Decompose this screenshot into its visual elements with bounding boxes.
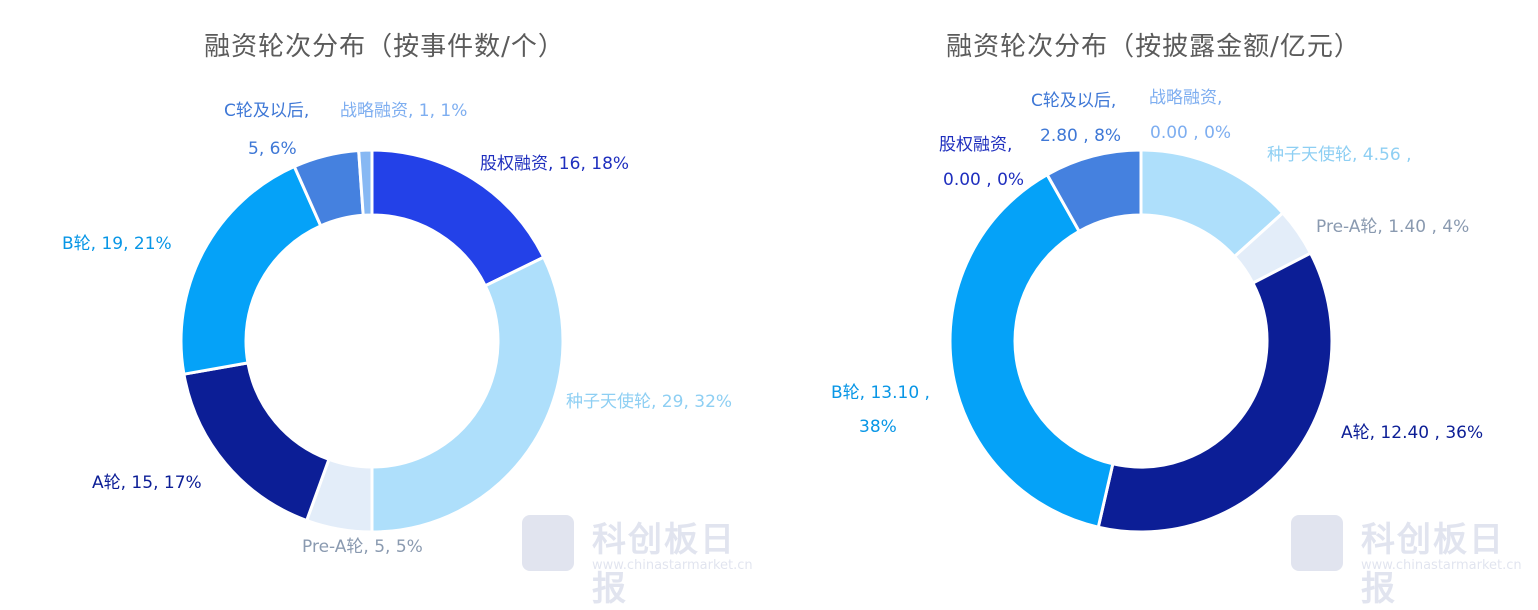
data-label-pre-a轮: Pre-A轮, 5, 5%	[302, 537, 423, 557]
data-label-b轮: B轮, 19, 21%	[62, 234, 172, 254]
donut-slice-b轮	[179, 164, 323, 376]
watermark: 科创板日报 www.chinastarmarket.cn	[1291, 510, 1531, 609]
data-label-c轮及以后-line1: C轮及以后,	[1031, 91, 1116, 111]
donut-chart-amount: 种子天使轮, 4.56 , Pre-A轮, 1.40 , 4% A轮, 12.40 …	[831, 88, 1483, 534]
donut-slice-c轮及以后	[1045, 148, 1143, 234]
donut-slice-种子天使轮	[370, 255, 565, 534]
data-label-a轮: A轮, 12.40 , 36%	[1341, 423, 1483, 443]
data-label-c轮及以后-line2: 2.80 , 8%	[1040, 126, 1121, 146]
watermark: 科创板日报 www.chinastarmarket.cn	[522, 510, 762, 609]
data-label-股权融资-line1: 股权融资,	[939, 135, 1012, 155]
data-label-a轮: A轮, 15, 17%	[92, 473, 202, 493]
data-label-b轮-line1: B轮, 13.10 ,	[831, 383, 930, 403]
donut-slice-b轮	[948, 172, 1115, 529]
donut-chart-events: 股权融资, 16, 18% 种子天使轮, 29, 32% Pre-A轮, 5, 5%…	[62, 101, 732, 557]
chart-title: 融资轮次分布（按披露金额/亿元）	[946, 32, 1361, 62]
data-label-c轮及以后-line2: 5, 6%	[248, 139, 297, 159]
data-label-战略融资-line1: 战略融资,	[1149, 88, 1222, 108]
chart-panel-amount: 融资轮次分布（按披露金额/亿元） 种子天使轮, 4.56 , Pre-A轮, 1.…	[769, 0, 1538, 609]
data-label-股权融资-line2: 0.00 , 0%	[943, 170, 1024, 190]
data-label-股权融资: 股权融资, 16, 18%	[480, 154, 629, 174]
donut-slice-战略融资	[357, 148, 374, 217]
donut-slice-a轮	[1096, 251, 1334, 534]
donut-slice-a轮	[182, 361, 331, 523]
chart-title: 融资轮次分布（按事件数/个）	[204, 32, 565, 62]
watermark-logo-icon	[522, 515, 574, 571]
data-label-种子天使轮: 种子天使轮, 29, 32%	[566, 391, 732, 412]
data-label-b轮-line2: 38%	[859, 417, 897, 437]
data-label-战略融资-line2: 0.00 , 0%	[1150, 123, 1231, 143]
chart-panel-events: 融资轮次分布（按事件数/个） 股权融资, 16, 18% 种子天使轮, 29, 3…	[0, 0, 769, 609]
data-label-种子天使轮: 种子天使轮, 4.56 ,	[1267, 144, 1411, 165]
data-label-战略融资: 战略融资, 1, 1%	[340, 101, 467, 121]
watermark-logo-icon	[1291, 515, 1343, 571]
watermark-url: www.chinastarmarket.cn	[1361, 558, 1522, 573]
data-label-c轮及以后-line1: C轮及以后,	[224, 101, 309, 121]
data-label-pre-a轮: Pre-A轮, 1.40 , 4%	[1316, 217, 1469, 237]
watermark-url: www.chinastarmarket.cn	[592, 558, 753, 573]
